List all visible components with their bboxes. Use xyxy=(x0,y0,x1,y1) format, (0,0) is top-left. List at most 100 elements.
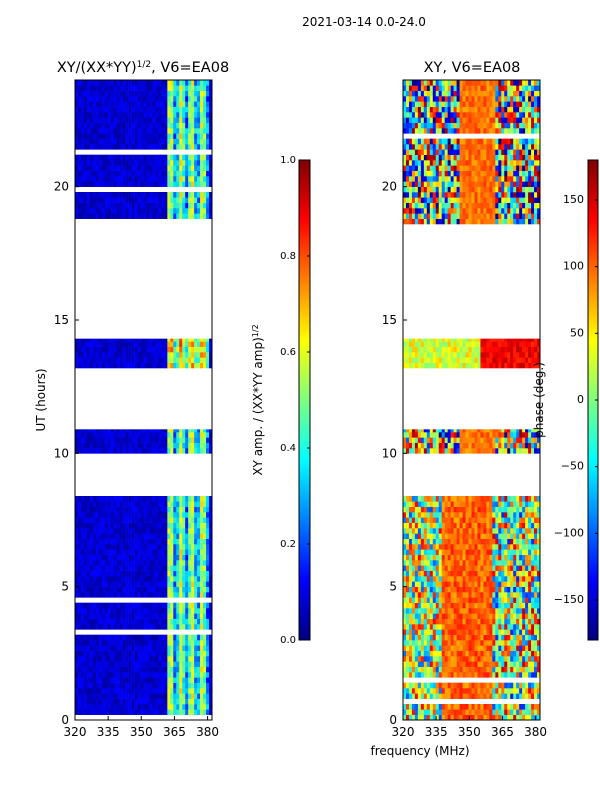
heatmap-cell xyxy=(528,571,531,577)
heatmap-cell xyxy=(460,651,463,657)
heatmap-cell xyxy=(117,139,120,145)
heatmap-cell xyxy=(144,139,147,145)
heatmap-cell xyxy=(525,709,528,715)
heatmap-cell xyxy=(424,587,427,593)
heatmap-cell xyxy=(197,432,200,438)
heatmap-cell xyxy=(495,709,498,715)
heatmap-cell xyxy=(519,656,522,662)
y-tick-label: 0 xyxy=(61,713,69,727)
heatmap-cell xyxy=(144,432,147,438)
heatmap-cell xyxy=(463,672,466,678)
heatmap-cell xyxy=(117,555,120,561)
heatmap-cell xyxy=(108,155,111,161)
heatmap-cell xyxy=(105,576,108,582)
heatmap-cell xyxy=(84,501,87,507)
heatmap-cell xyxy=(472,688,475,694)
heatmap-cell xyxy=(173,123,176,129)
heatmap-cell xyxy=(129,624,132,630)
heatmap-cell xyxy=(120,517,123,523)
heatmap-cell xyxy=(158,208,161,214)
heatmap-cell xyxy=(472,656,475,662)
heatmap-cell xyxy=(439,651,442,657)
heatmap-cell xyxy=(78,560,81,566)
heatmap-cell xyxy=(173,181,176,187)
heatmap-cell xyxy=(93,683,96,689)
heatmap-cell xyxy=(135,555,138,561)
heatmap-cell xyxy=(460,565,463,571)
heatmap-cell xyxy=(90,656,93,662)
heatmap-cell xyxy=(114,677,117,683)
heatmap-cell xyxy=(87,496,90,502)
heatmap-cell xyxy=(138,80,141,86)
heatmap-cell xyxy=(474,688,477,694)
heatmap-cell xyxy=(513,635,516,641)
heatmap-cell xyxy=(173,603,176,609)
heatmap-cell xyxy=(176,699,179,705)
heatmap-cell xyxy=(469,528,472,534)
heatmap-cell xyxy=(108,203,111,209)
heatmap-cell xyxy=(129,645,132,651)
heatmap-cell xyxy=(170,208,173,214)
heatmap-cell xyxy=(427,613,430,619)
heatmap-cell xyxy=(158,128,161,134)
heatmap-cell xyxy=(424,693,427,699)
heatmap-cell xyxy=(179,357,182,363)
heatmap-cell xyxy=(123,581,126,587)
heatmap-cell xyxy=(528,603,531,609)
heatmap-cell xyxy=(81,517,84,523)
heatmap-cell xyxy=(504,651,507,657)
heatmap-cell xyxy=(167,517,170,523)
heatmap-cell xyxy=(504,581,507,587)
heatmap-cell xyxy=(504,592,507,598)
heatmap-cell xyxy=(114,560,117,566)
heatmap-cell xyxy=(105,80,108,86)
heatmap-cell xyxy=(197,608,200,614)
heatmap-cell xyxy=(480,704,483,710)
heatmap-cell xyxy=(427,555,430,561)
heatmap-cell xyxy=(194,592,197,598)
heatmap-cell xyxy=(445,645,448,651)
heatmap-cell xyxy=(486,661,489,667)
heatmap-cell xyxy=(93,651,96,657)
heatmap-cell xyxy=(206,176,209,182)
heatmap-cell xyxy=(472,624,475,630)
heatmap-cell xyxy=(111,213,114,219)
heatmap-cell xyxy=(436,576,439,582)
heatmap-cell xyxy=(120,624,123,630)
heatmap-cell xyxy=(126,96,129,102)
heatmap-cell xyxy=(108,363,111,369)
heatmap-cell xyxy=(84,363,87,369)
heatmap-cell xyxy=(466,635,469,641)
heatmap-cell xyxy=(144,533,147,539)
heatmap-cell xyxy=(108,197,111,203)
heatmap-cell xyxy=(495,688,498,694)
heatmap-cell xyxy=(176,539,179,545)
heatmap-cell xyxy=(167,123,170,129)
heatmap-cell xyxy=(167,339,170,342)
heatmap-cell xyxy=(167,656,170,662)
heatmap-cell xyxy=(84,693,87,699)
heatmap-cell xyxy=(206,613,209,619)
heatmap-cell xyxy=(152,357,155,363)
heatmap-cell xyxy=(472,635,475,641)
heatmap-cell xyxy=(78,624,81,630)
heatmap-cell xyxy=(534,533,537,539)
heatmap-cell xyxy=(197,624,200,630)
heatmap-cell xyxy=(179,571,182,577)
heatmap-cell xyxy=(182,160,185,166)
heatmap-cell xyxy=(135,603,138,609)
heatmap-cell xyxy=(123,363,126,369)
heatmap-cell xyxy=(90,501,93,507)
heatmap-cell xyxy=(126,101,129,107)
heatmap-cell xyxy=(93,581,96,587)
heatmap-cell xyxy=(102,181,105,187)
heatmap-cell xyxy=(185,517,188,523)
heatmap-cell xyxy=(99,192,102,198)
heatmap-cell xyxy=(442,576,445,582)
heatmap-cell xyxy=(144,128,147,134)
heatmap-cell xyxy=(105,549,108,555)
heatmap-cell xyxy=(87,608,90,614)
heatmap-cell xyxy=(424,683,427,689)
heatmap-cell xyxy=(424,549,427,555)
heatmap-cell xyxy=(114,160,117,166)
